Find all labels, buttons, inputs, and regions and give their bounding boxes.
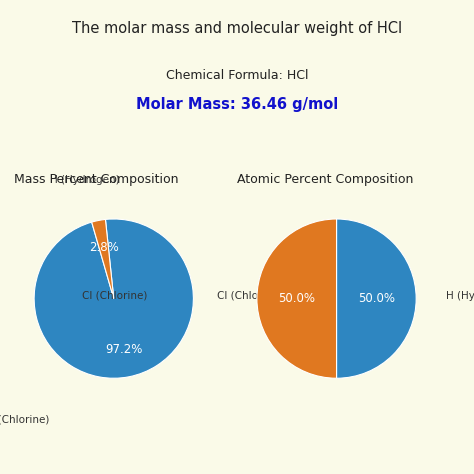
Wedge shape [337, 219, 416, 378]
Text: H (Hydrogen): H (Hydrogen) [446, 291, 474, 301]
Text: Mass Percent Composition: Mass Percent Composition [14, 173, 179, 186]
Wedge shape [257, 219, 337, 378]
Text: Chemical Formula: HCl: Chemical Formula: HCl [166, 69, 308, 82]
Text: Cl (Chlorine): Cl (Chlorine) [0, 414, 50, 424]
Text: 50.0%: 50.0% [278, 292, 315, 305]
Text: 97.2%: 97.2% [105, 343, 142, 356]
Text: Atomic Percent Composition: Atomic Percent Composition [237, 173, 413, 186]
Text: 2.8%: 2.8% [89, 241, 118, 255]
Wedge shape [91, 219, 114, 299]
Text: Cl (Chlorine): Cl (Chlorine) [82, 291, 147, 301]
Text: Cl (Chlorine): Cl (Chlorine) [217, 291, 283, 301]
Text: H (Hydrogen): H (Hydrogen) [50, 175, 119, 185]
Text: The molar mass and molecular weight of HCl: The molar mass and molecular weight of H… [72, 21, 402, 36]
Text: Molar Mass: 36.46 g/mol: Molar Mass: 36.46 g/mol [136, 97, 338, 112]
Text: 50.0%: 50.0% [358, 292, 395, 305]
Wedge shape [34, 219, 193, 378]
